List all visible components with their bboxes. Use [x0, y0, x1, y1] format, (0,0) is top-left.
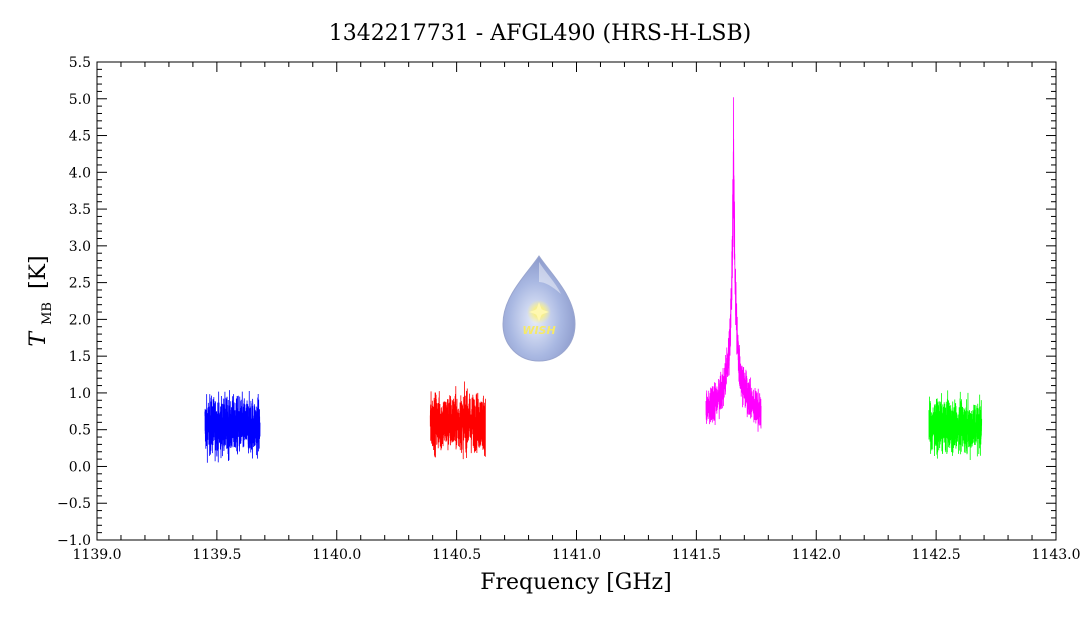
y-tick-label: −0.5 [57, 496, 91, 512]
x-tick-label: 1142.5 [912, 547, 961, 563]
y-tick-label: 3.5 [69, 202, 91, 218]
y-tick-label: 2.0 [69, 312, 91, 328]
y-axis-label: T MB [K] [26, 255, 57, 346]
spectrum-series-1 [204, 390, 261, 463]
y-axis-label-symbol: T [26, 330, 51, 347]
logo-text: WISH [522, 324, 555, 337]
y-tick-label: 2.5 [69, 276, 91, 292]
star-icon [529, 302, 549, 322]
y-tick-label: 0.5 [69, 423, 91, 439]
x-tick-label: 1142.0 [792, 547, 841, 563]
y-tick-label: 4.0 [69, 165, 91, 181]
y-tick-label: 3.0 [69, 239, 91, 255]
y-tick-label: 1.0 [69, 386, 91, 402]
y-tick-label: 0.0 [69, 459, 91, 475]
drop-highlight [539, 262, 561, 294]
x-tick-label: 1141.0 [552, 547, 601, 563]
chart-title: 1342217731 - AFGL490 (HRS-H-LSB) [329, 21, 751, 46]
x-tick-label: 1140.5 [432, 547, 481, 563]
spectrum-series-2 [429, 381, 486, 460]
y-tick-label: −1.0 [57, 533, 91, 549]
spectrum-series-4 [928, 390, 983, 460]
spectrum-series-3 [705, 97, 762, 432]
y-tick-label: 5.0 [69, 92, 91, 108]
x-axis: 1139.0 1139.5 1140.0 1140.5 1141.0 1141.5 1142… [73, 62, 1080, 563]
y-tick-label: 4.5 [69, 129, 91, 145]
series-group [204, 97, 983, 463]
x-tick-label: 1139.5 [192, 547, 241, 563]
x-tick-label: 1143.0 [1032, 547, 1080, 563]
plot-frame [96, 61, 1057, 541]
y-axis-label-unit: [K] [26, 255, 51, 289]
wish-logo: WISH [502, 255, 576, 362]
y-axis-label-subscript: MB [40, 302, 55, 325]
y-axis: −1.0 −0.5 0.0 0.5 1.0 1.5 2.0 2.5 3.0 3.5 4.0 4.5 5.… [57, 55, 1056, 549]
x-axis-label: Frequency [GHz] [480, 570, 672, 595]
x-tick-label: 1140.0 [312, 547, 361, 563]
y-tick-label: 1.5 [69, 349, 91, 365]
x-tick-label: 1141.5 [672, 547, 721, 563]
y-tick-label: 5.5 [69, 55, 91, 71]
x-tick-label: 1139.0 [73, 547, 122, 563]
